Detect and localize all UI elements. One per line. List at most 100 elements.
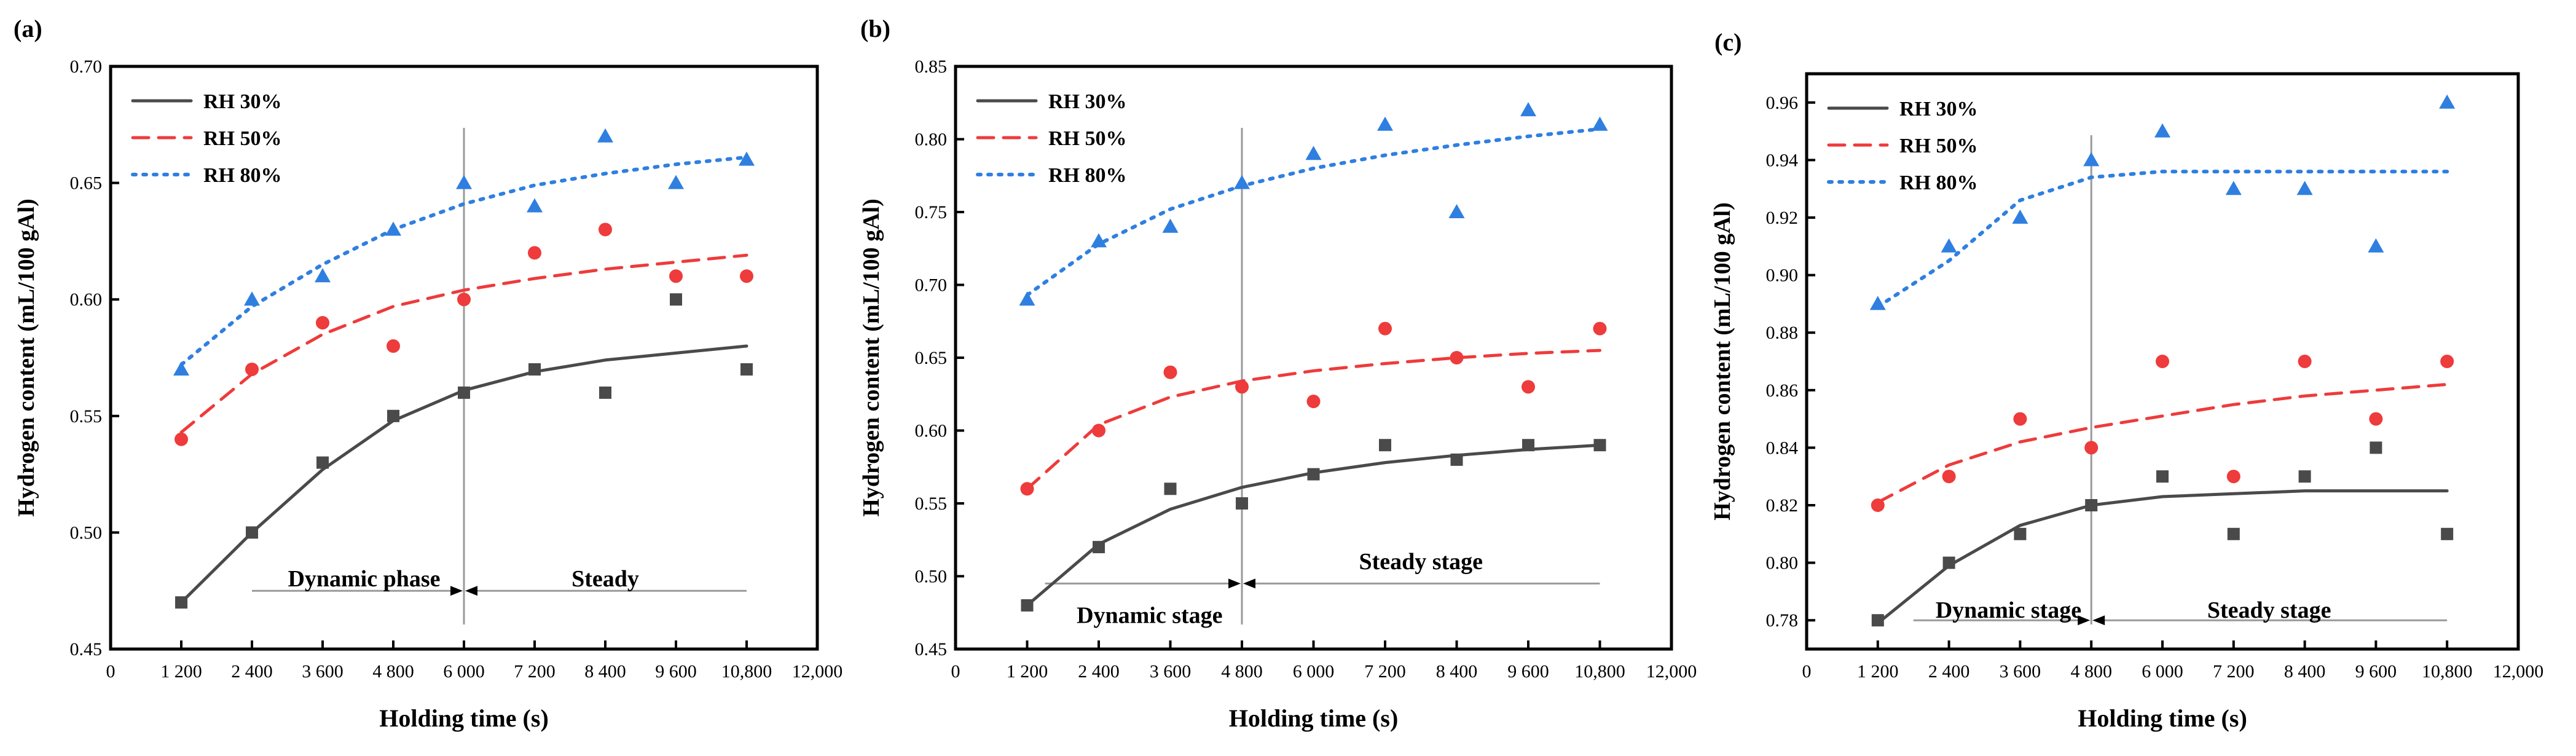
data-point-rh-30-: [316, 456, 329, 469]
data-point-rh-30-: [2370, 441, 2382, 454]
data-point-rh-50-: [1871, 498, 1885, 512]
phase-label-left: Dynamic stage: [1936, 597, 2081, 623]
data-point-rh-50-: [2226, 470, 2240, 484]
x-tick-label: 7 200: [2213, 661, 2255, 682]
x-tick-label: 6 000: [2142, 661, 2183, 682]
legend-entry: RH 50%: [1899, 135, 1978, 157]
data-point-rh-80-: [173, 361, 189, 376]
y-tick-label: 0.88: [1766, 323, 1799, 343]
x-tick-label: 8 400: [2284, 661, 2326, 682]
data-point-rh-30-: [246, 526, 258, 539]
x-tick-label: 9 600: [655, 661, 697, 682]
data-point-rh-80-: [385, 221, 401, 236]
x-axis-label: Holding time (s): [379, 704, 549, 732]
data-point-rh-80-: [315, 268, 331, 283]
legend-entry: RH 30%: [203, 90, 282, 113]
legend-entry: RH 50%: [203, 127, 282, 150]
y-tick-label: 0.55: [70, 406, 103, 427]
y-tick-label: 0.50: [70, 522, 103, 543]
data-point-rh-80-: [1234, 175, 1250, 189]
x-tick-label: 6 000: [443, 661, 485, 682]
phase-arrow-right: [1243, 578, 1255, 589]
legend-entry: RH 30%: [1048, 90, 1127, 113]
x-tick-label: 12,000: [792, 661, 843, 682]
x-tick-label: 6 000: [1293, 661, 1335, 682]
x-tick-label: 3 600: [1150, 661, 1192, 682]
data-point-rh-50-: [316, 316, 329, 330]
data-point-rh-50-: [528, 246, 541, 260]
data-point-rh-30-: [2227, 527, 2240, 540]
y-tick-label: 0.45: [915, 639, 948, 660]
data-point-rh-50-: [1306, 395, 1321, 409]
x-tick-label: 3 600: [302, 661, 344, 682]
y-tick-label: 0.82: [1766, 495, 1799, 516]
y-tick-label: 0.80: [915, 130, 948, 150]
y-axis-label: Hydrogen content (mL/100 gAl): [14, 199, 39, 517]
panel-label: (b): [860, 15, 890, 42]
data-point-rh-30-: [1236, 497, 1248, 510]
x-axis-label: Holding time (s): [2078, 704, 2247, 732]
y-tick-label: 0.96: [1766, 93, 1799, 113]
data-point-rh-80-: [1448, 204, 1465, 218]
data-point-rh-50-: [1020, 482, 1034, 496]
data-point-rh-80-: [456, 175, 472, 189]
data-point-rh-30-: [528, 363, 541, 376]
data-point-rh-80-: [2368, 238, 2384, 253]
data-point-rh-30-: [670, 293, 682, 306]
x-tick-label: 2 400: [1928, 661, 1970, 682]
data-point-rh-50-: [1092, 423, 1105, 438]
data-point-rh-50-: [2084, 441, 2099, 455]
data-point-rh-50-: [457, 293, 471, 307]
fit-curve-rh-50-: [1026, 348, 1601, 490]
data-point-rh-50-: [599, 222, 612, 237]
data-point-rh-30-: [1021, 599, 1034, 612]
x-tick-label: 0: [1802, 661, 1812, 682]
y-tick-label: 0.60: [915, 421, 948, 441]
x-tick-label: 3 600: [2000, 661, 2041, 682]
data-point-rh-80-: [1377, 116, 1393, 131]
fit-curve-rh-50-: [1876, 382, 2449, 504]
x-tick-label: 10,800: [2422, 661, 2473, 682]
y-tick-label: 0.85: [915, 57, 948, 77]
data-point-rh-50-: [2298, 355, 2312, 368]
x-tick-label: 9 600: [1507, 661, 1549, 682]
y-axis-label: Hydrogen content (mL/100 gAl): [858, 199, 884, 517]
y-tick-label: 0.94: [1766, 150, 1799, 170]
data-point-rh-50-: [1450, 351, 1464, 364]
x-tick-label: 10,800: [1574, 661, 1625, 682]
data-point-rh-80-: [1019, 291, 1035, 306]
data-point-rh-50-: [1378, 321, 1392, 336]
y-tick-label: 0.80: [1766, 553, 1799, 573]
data-point-rh-30-: [387, 409, 399, 422]
data-point-rh-30-: [1307, 468, 1320, 481]
data-point-rh-80-: [2154, 123, 2170, 138]
phase-arrow-left: [450, 586, 463, 596]
data-point-rh-30-: [1379, 439, 1391, 452]
data-point-rh-50-: [175, 432, 188, 446]
data-point-rh-50-: [1235, 380, 1249, 394]
phase-label-right: Steady: [571, 566, 639, 592]
data-point-rh-30-: [2085, 499, 2098, 511]
data-point-rh-50-: [740, 269, 753, 283]
y-tick-label: 0.86: [1766, 380, 1799, 401]
x-tick-label: 12,000: [1646, 661, 1697, 682]
x-tick-label: 8 400: [1436, 661, 1478, 682]
data-point-rh-50-: [387, 339, 400, 353]
data-point-rh-30-: [1942, 556, 1955, 569]
data-point-rh-30-: [2156, 470, 2169, 483]
y-tick-label: 0.84: [1766, 438, 1799, 458]
legend-entry: RH 50%: [1048, 127, 1127, 150]
x-tick-label: 0: [951, 661, 960, 682]
data-point-rh-30-: [458, 386, 470, 399]
y-tick-label: 0.70: [70, 57, 103, 77]
y-tick-label: 0.45: [70, 639, 103, 660]
chart-panel-3: (c) 0 1 200 2 400 3 600 4 800 6 000 7 200 8 400 9…: [1710, 28, 2543, 732]
x-tick-label: 2 400: [1078, 661, 1120, 682]
data-point-rh-50-: [1593, 321, 1607, 336]
data-point-rh-80-: [1520, 102, 1536, 117]
y-tick-label: 0.55: [915, 494, 948, 514]
y-tick-label: 0.50: [915, 567, 948, 587]
x-tick-label: 8 400: [584, 661, 626, 682]
y-tick-label: 0.92: [1766, 208, 1799, 228]
data-point-rh-50-: [2013, 412, 2027, 426]
